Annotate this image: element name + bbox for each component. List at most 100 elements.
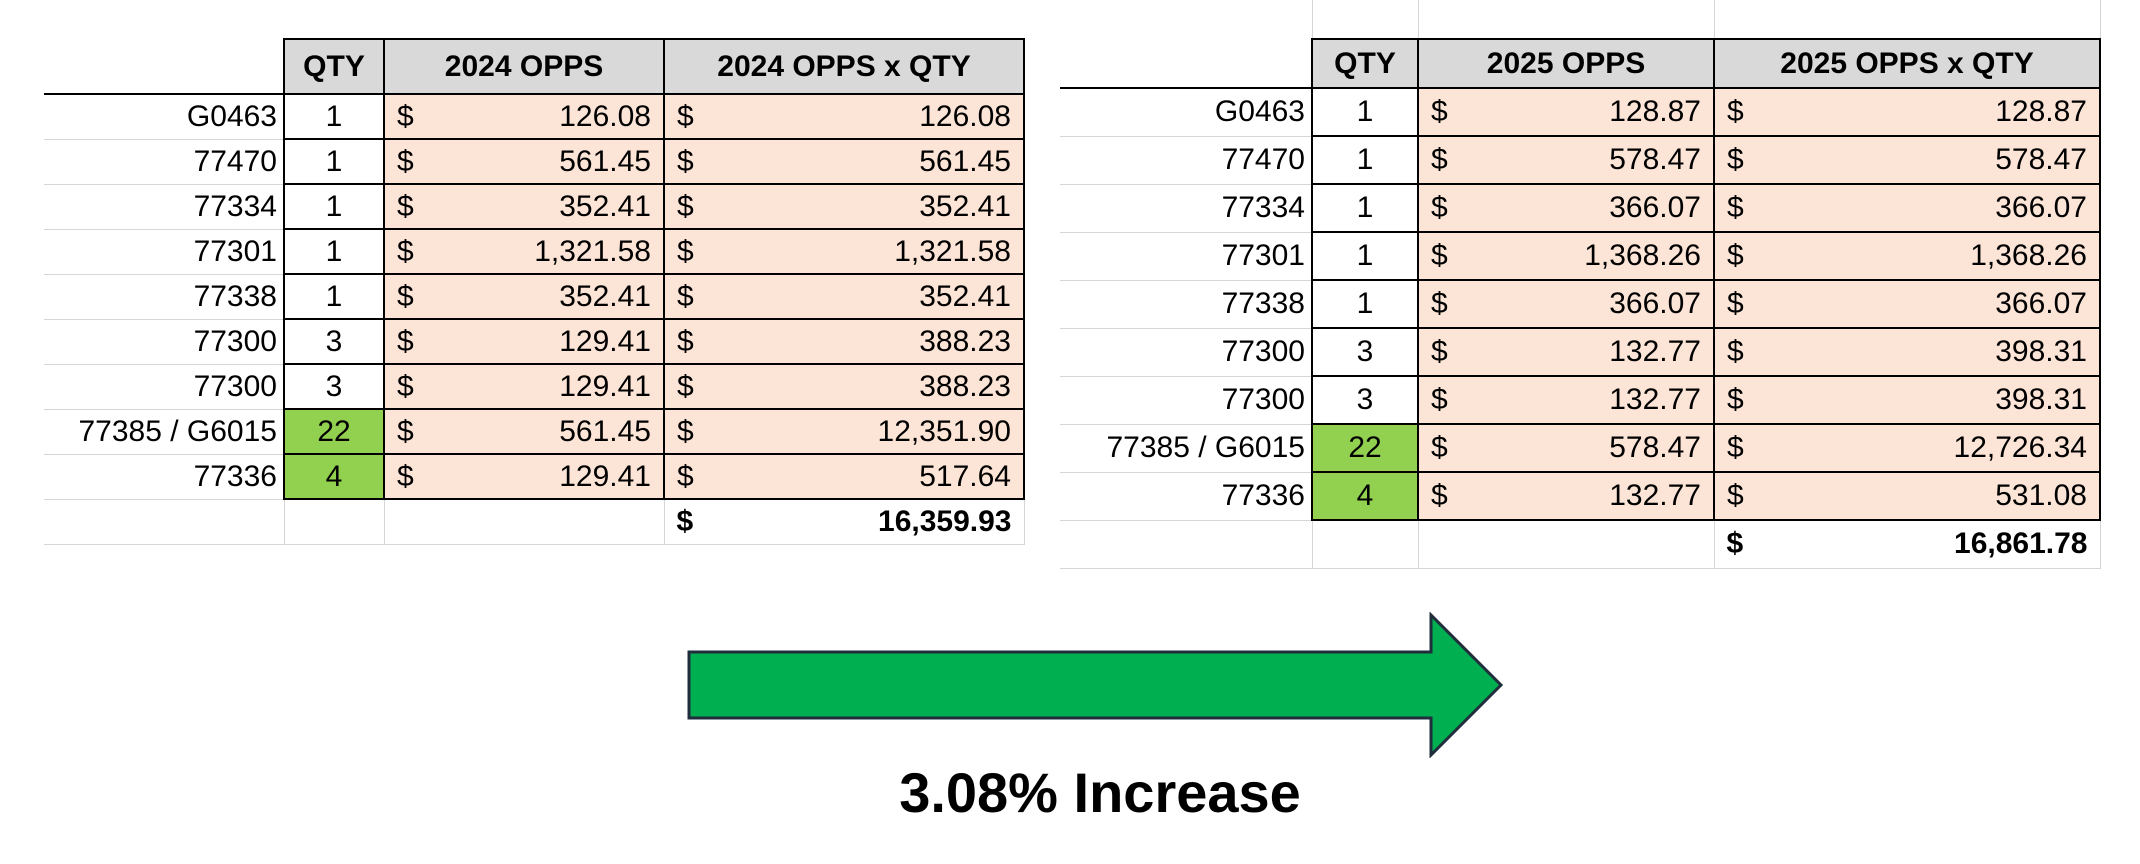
opps-rate-value: 352.41 — [559, 189, 651, 223]
opps-rate-value: 561.45 — [559, 414, 651, 448]
currency-symbol: $ — [1727, 239, 1744, 272]
opps-x-qty-value: 352.41 — [919, 279, 1011, 313]
quantity-cell: 1 — [1311, 135, 1419, 185]
quantity-cell: 1 — [283, 138, 385, 185]
opps-rate-cell: $1,321.58 — [383, 228, 665, 275]
opps-x-qty-value: 12,726.34 — [1953, 431, 2087, 464]
opps-x-qty-cell: $366.07 — [1713, 183, 2101, 233]
total-opps-blank — [1418, 520, 1715, 569]
header-qty: QTY — [1311, 38, 1419, 89]
currency-symbol: $ — [397, 279, 414, 313]
grand-total-value: 16,861.78 — [1954, 527, 2088, 561]
opps-x-qty-cell: $126.08 — [663, 93, 1025, 140]
opps-rate-cell: $578.47 — [1417, 423, 1715, 473]
currency-symbol: $ — [677, 144, 694, 178]
quantity-cell: 3 — [283, 318, 385, 365]
table-row: G0463 1 $128.87 $128.87 — [1060, 87, 2101, 137]
opps-rate-value: 132.77 — [1609, 383, 1701, 416]
table-row: 77300 3 $129.41 $388.23 — [44, 363, 1025, 410]
procedure-code: 77336 — [44, 454, 285, 500]
opps-rate-value: 578.47 — [1609, 431, 1701, 464]
procedure-code: 77385 / G6015 — [1060, 424, 1313, 473]
opps-x-qty-value: 366.07 — [1995, 191, 2087, 224]
procedure-code: 77300 — [44, 364, 285, 410]
currency-symbol: $ — [1431, 95, 1448, 128]
currency-symbol: $ — [397, 414, 414, 448]
currency-symbol: $ — [1727, 335, 1744, 368]
opps-x-qty-cell: $12,726.34 — [1713, 423, 2101, 473]
procedure-code: 77300 — [1060, 328, 1313, 377]
opps-rate-cell: $129.41 — [383, 363, 665, 410]
gridline — [1714, 0, 1715, 38]
table-row: 77470 1 $561.45 $561.45 — [44, 138, 1025, 185]
currency-symbol: $ — [677, 99, 694, 133]
opps-x-qty-cell: $398.31 — [1713, 375, 2101, 425]
procedure-code: 77301 — [1060, 232, 1313, 281]
opps-x-qty-value: 12,351.90 — [877, 414, 1011, 448]
opps-rate-cell: $1,368.26 — [1417, 231, 1715, 281]
opps-rate-cell: $132.77 — [1417, 327, 1715, 377]
opps-x-qty-value: 398.31 — [1995, 383, 2087, 416]
opps-x-qty-value: 531.08 — [1995, 479, 2087, 512]
procedure-code: 77300 — [44, 319, 285, 365]
table-row: 77300 3 $132.77 $398.31 — [1060, 375, 2101, 425]
procedure-code: 77338 — [44, 274, 285, 320]
currency-symbol: $ — [397, 369, 414, 403]
opps-x-qty-value: 398.31 — [1995, 335, 2087, 368]
currency-symbol: $ — [397, 189, 414, 223]
opps-x-qty-value: 366.07 — [1995, 287, 2087, 320]
currency-symbol: $ — [1431, 287, 1448, 320]
gridline — [1418, 0, 1419, 38]
opps-rate-cell: $352.41 — [383, 273, 665, 320]
opps-rate-cell: $132.77 — [1417, 375, 1715, 425]
quantity-cell: 1 — [1311, 87, 1419, 137]
header-qty: QTY — [283, 38, 385, 95]
table-row: 77338 1 $366.07 $366.07 — [1060, 279, 2101, 329]
procedure-code: 77301 — [44, 229, 285, 275]
total-qty-blank — [1312, 520, 1419, 569]
procedure-code: 77334 — [1060, 184, 1313, 233]
opps-rate-cell: $129.41 — [383, 453, 665, 500]
total-row: $16,359.93 — [44, 499, 1025, 545]
quantity-cell: 22 — [1311, 423, 1419, 473]
opps-x-qty-cell: $388.23 — [663, 318, 1025, 365]
table-row: 77301 1 $1,321.58 $1,321.58 — [44, 228, 1025, 275]
table-2024-opps: QTY 2024 OPPS 2024 OPPS x QTY G0463 1 $126… — [44, 38, 1025, 545]
currency-symbol: $ — [677, 459, 694, 493]
currency-symbol: $ — [1431, 335, 1448, 368]
opps-rate-value: 1,321.58 — [534, 234, 651, 268]
gridline — [2100, 0, 2101, 38]
currency-symbol: $ — [677, 279, 694, 313]
total-row: $16,861.78 — [1060, 520, 2101, 569]
quantity-cell: 1 — [1311, 279, 1419, 329]
currency-symbol: $ — [1727, 287, 1744, 320]
currency-symbol: $ — [397, 99, 414, 133]
table-row: 77385 / G6015 22 $578.47 $12,726.34 — [1060, 423, 2101, 473]
quantity-cell: 3 — [283, 363, 385, 410]
currency-symbol: $ — [1431, 431, 1448, 464]
currency-symbol: $ — [677, 414, 694, 448]
quantity-cell: 3 — [1311, 327, 1419, 377]
header-blank — [44, 39, 284, 95]
total-opps-blank — [384, 499, 665, 545]
opps-x-qty-cell: $531.08 — [1713, 471, 2101, 521]
procedure-code: G0463 — [1060, 88, 1313, 137]
currency-symbol: $ — [397, 459, 414, 493]
opps-rate-value: 129.41 — [559, 459, 651, 493]
currency-symbol: $ — [397, 324, 414, 358]
currency-symbol: $ — [1727, 383, 1744, 416]
opps-rate-value: 366.07 — [1609, 287, 1701, 320]
procedure-code: 77300 — [1060, 376, 1313, 425]
quantity-cell: 1 — [283, 183, 385, 230]
table-row: 77338 1 $352.41 $352.41 — [44, 273, 1025, 320]
header-blank — [1060, 39, 1312, 89]
currency-symbol: $ — [676, 504, 694, 538]
quantity-cell: 1 — [1311, 231, 1419, 281]
header-opps: 2024 OPPS — [383, 38, 665, 95]
procedure-code: 77385 / G6015 — [44, 409, 285, 455]
opps-x-qty-value: 128.87 — [1995, 95, 2087, 128]
opps-x-qty-value: 517.64 — [919, 459, 1011, 493]
opps-x-qty-cell: $12,351.90 — [663, 408, 1025, 455]
opps-x-qty-cell: $1,321.58 — [663, 228, 1025, 275]
table-row: 77336 4 $132.77 $531.08 — [1060, 471, 2101, 521]
